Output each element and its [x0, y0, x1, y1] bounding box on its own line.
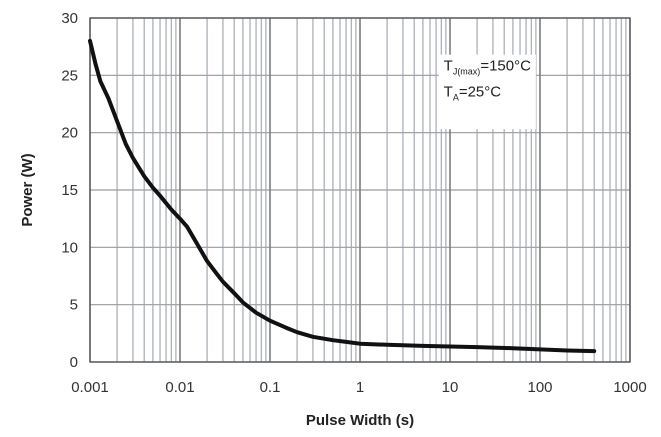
plot-frame [89, 17, 631, 363]
y-tick-label: 25 [61, 67, 78, 84]
y-tick-label: 30 [61, 10, 78, 27]
annotation-subscript: J(max) [453, 67, 481, 77]
y-tick-label: 5 [70, 297, 78, 314]
x-tick-label: 0.001 [71, 379, 109, 396]
annotation-box: TJ(max)=150°CTA=25°C [438, 54, 536, 130]
grid-lines [89, 17, 631, 363]
y-axis-tick-labels: 0 5 10 15 20 25 30 [61, 10, 78, 371]
annotation-symbol: T [444, 84, 453, 101]
plot-border [89, 17, 631, 363]
x-tick-label: 1000 [613, 379, 646, 396]
annotation-line: TA=25°C [444, 84, 502, 103]
x-axis-title: Pulse Width (s) [306, 412, 414, 429]
x-tick-label: 10 [442, 379, 459, 396]
series-lines [88, 38, 597, 354]
y-tick-label: 0 [70, 354, 78, 371]
x-axis-tick-labels: 0.001 0.01 0.1 1 10 100 1000 [71, 379, 646, 396]
x-tick-label: 1 [356, 379, 364, 396]
x-tick-label: 100 [527, 379, 552, 396]
y-tick-label: 10 [61, 239, 78, 256]
annotation-subscript: A [453, 93, 459, 103]
y-tick-label: 15 [61, 182, 78, 199]
annotation-value: =150°C [480, 58, 531, 75]
x-tick-label: 0.01 [165, 379, 194, 396]
power-curve [88, 38, 597, 354]
y-axis-title: Power (W) [19, 153, 36, 226]
annotation-line: TJ(max)=150°C [444, 58, 531, 77]
x-tick-label: 0.1 [260, 379, 281, 396]
annotation-background [438, 54, 536, 130]
annotation-value: =25°C [459, 84, 501, 101]
annotation-symbol: T [444, 58, 453, 75]
y-tick-label: 20 [61, 125, 78, 142]
